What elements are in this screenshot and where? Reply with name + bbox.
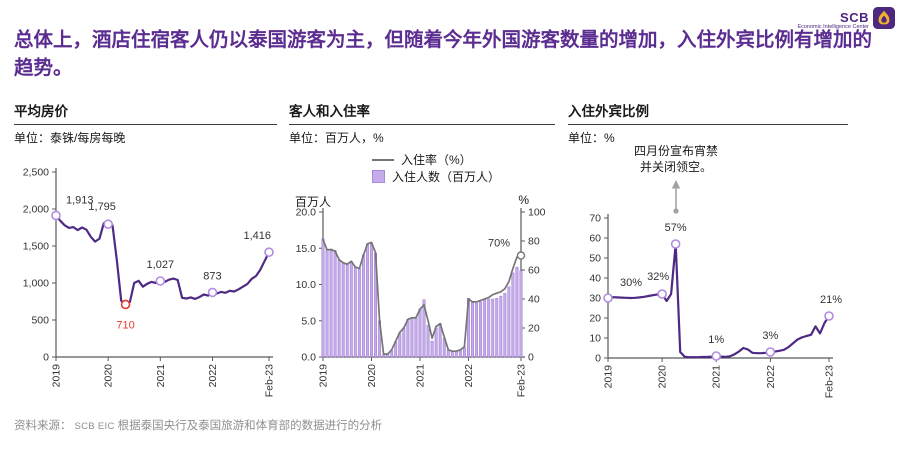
foreign-guest-share-chart: 0 10 20 30 40 50 60 70 2019 2020 2021 2022 Feb-23 30%… [589,213,842,399]
svg-text:100: 100 [528,207,546,219]
svg-text:Feb-23: Feb-23 [824,365,836,398]
svg-text:21%: 21% [820,294,842,306]
source-org: SCB EIC [74,421,115,432]
svg-text:2019: 2019 [318,364,330,388]
svg-text:40: 40 [528,294,540,306]
svg-text:10: 10 [589,333,601,345]
svg-text:2021: 2021 [155,364,167,388]
svg-text:70%: 70% [488,238,510,250]
curfew-annotation-line2: 并关闭领空。 [639,159,712,174]
guests-occupancy-chart: 0.0 5.0 10.0 15.0 20.0 0 20 40 60 80 100 2019 2020 20… [296,207,546,398]
scb-arch-icon [873,7,895,34]
source-prefix: 资料来源： [14,420,72,432]
svg-text:1,416: 1,416 [243,230,271,242]
svg-text:10.0: 10.0 [296,279,317,291]
guests-occupancy-panel: 客人和入住率 单位：百万人，% 入住率（%） 入住人数（百万人） 百万人 % 0… [289,100,555,397]
scb-logo-text: SCB Economic Intelligence Center [797,11,869,31]
svg-text:15.0: 15.0 [296,243,317,255]
svg-text:57%: 57% [665,222,687,234]
svg-text:1,913: 1,913 [66,194,94,206]
svg-text:80: 80 [528,236,540,248]
guests-occupancy-unit: 单位：百万人，% [289,131,384,145]
legend-occupancy-rate-label: 入住率（%） [401,153,472,167]
svg-text:500: 500 [31,315,49,327]
avg-room-rate-unit: 单位：泰铢/每房每晚 [14,131,126,145]
svg-text:2020: 2020 [657,365,669,389]
gray-line-swatch-icon [372,158,394,161]
svg-text:1,500: 1,500 [23,241,49,253]
avg-room-rate-panel: 平均房价 单位：泰铢/每房每晚 0 500 1,000 1,500 2,000 2,500… [14,100,277,397]
chart-legend: 入住率（%） 入住人数（百万人） [372,151,500,185]
svg-text:710: 710 [116,319,134,331]
svg-text:2021: 2021 [414,364,426,388]
legend-occupancy-rate: 入住率（%） [372,151,500,168]
guests-occupancy-title: 客人和入住率 [289,100,555,125]
svg-text:1%: 1% [708,334,724,346]
source-note: 资料来源： SCB EIC 根据泰国央行及泰国旅游和体育部的数据进行的分析 [14,417,382,433]
avg-room-rate-title: 平均房价 [14,100,277,125]
svg-text:2020: 2020 [103,364,115,388]
legend-guest-count: 入住人数（百万人） [372,168,500,185]
svg-text:0: 0 [595,353,601,365]
svg-text:5.0: 5.0 [301,315,316,327]
svg-text:30: 30 [589,293,601,305]
svg-text:70: 70 [589,213,601,225]
svg-text:20: 20 [589,313,601,325]
svg-text:2,500: 2,500 [23,167,49,179]
svg-text:0.0: 0.0 [301,352,316,364]
up-arrow-icon [670,180,682,219]
svg-text:20: 20 [528,323,540,335]
source-text: 根据泰国央行及泰国旅游和体育部的数据进行的分析 [117,420,383,432]
left-axis-caption: 百万人 [295,195,332,209]
svg-text:1,795: 1,795 [88,201,116,213]
svg-text:2019: 2019 [51,364,63,388]
svg-text:1,027: 1,027 [147,259,175,271]
legend-guest-count-label: 入住人数（百万人） [392,170,501,184]
page-title: 总体上，酒店住宿客人仍以泰国游客为主，但随着今年外国游客数量的增加，入住外宾比例… [14,29,873,80]
svg-text:32%: 32% [647,271,669,283]
svg-text:2022: 2022 [765,365,777,389]
scb-subtitle-label: Economic Intelligence Center [797,24,869,30]
svg-text:873: 873 [203,270,221,282]
svg-text:3%: 3% [762,330,778,342]
foreign-guest-share-unit: 单位：% [568,131,615,145]
svg-text:0: 0 [43,352,49,364]
svg-text:0: 0 [528,352,534,364]
svg-text:Feb-23: Feb-23 [264,364,276,397]
foreign-guest-share-panel: 入住外宾比例 单位：% 四月份宣布宵禁 并关闭领空。 0 10 20 30 40 50 60… [568,100,848,398]
svg-text:20.0: 20.0 [296,207,317,219]
curfew-annotation: 四月份宣布宵禁 并关闭领空。 [596,144,756,175]
svg-text:40: 40 [589,273,601,285]
scb-brand-label: SCB [840,9,869,25]
svg-text:2,000: 2,000 [23,204,49,216]
foreign-guest-share-title: 入住外宾比例 [568,100,848,125]
svg-text:50: 50 [589,253,601,265]
scb-logo: SCB Economic Intelligence Center [797,7,895,34]
svg-text:60: 60 [589,233,601,245]
right-axis-caption: % [518,193,529,207]
svg-text:Feb-23: Feb-23 [516,364,528,397]
svg-text:2022: 2022 [207,364,219,388]
svg-text:1,000: 1,000 [23,278,49,290]
curfew-annotation-line1: 四月份宣布宵禁 [633,144,718,158]
purple-square-swatch-icon [372,170,385,183]
svg-text:30%: 30% [620,277,642,289]
svg-text:2020: 2020 [366,364,378,388]
svg-text:2019: 2019 [603,365,615,389]
avg-room-rate-chart: 0 500 1,000 1,500 2,000 2,500 2019 2020 2021 2022… [23,167,276,398]
svg-text:2022: 2022 [463,364,475,388]
svg-text:2021: 2021 [711,365,723,389]
svg-text:60: 60 [528,265,540,277]
